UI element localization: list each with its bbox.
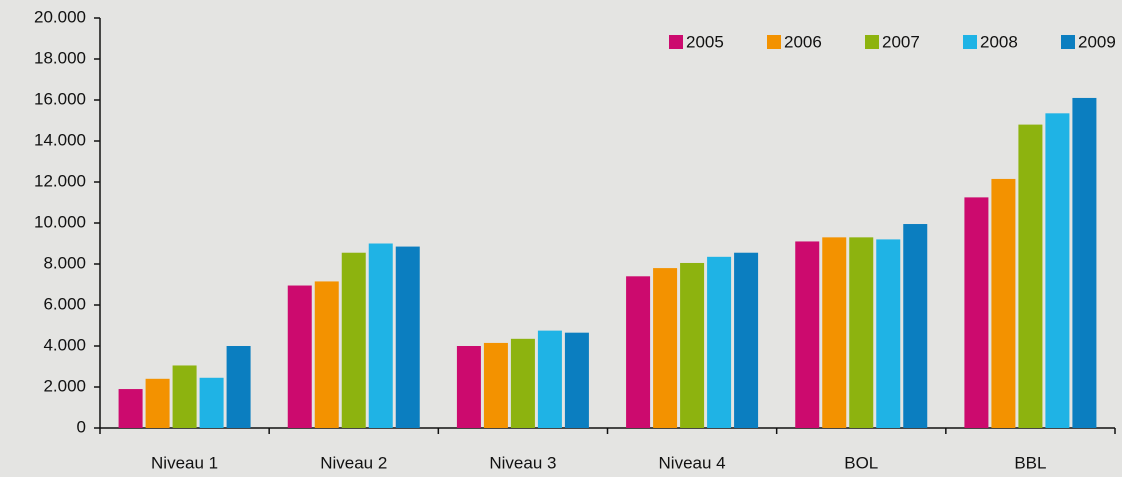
bar (1072, 97, 1097, 428)
legend-swatch (963, 35, 977, 49)
bar (145, 378, 170, 428)
bar (822, 237, 847, 428)
bar (483, 342, 508, 428)
bar (1045, 113, 1070, 428)
y-tick-label: 10.000 (34, 212, 86, 231)
bar (341, 252, 366, 428)
bar (991, 178, 1016, 428)
bar (653, 268, 678, 428)
y-tick-label: 14.000 (34, 130, 86, 149)
x-tick-label: Niveau 3 (489, 453, 556, 472)
y-tick-label: 16.000 (34, 89, 86, 108)
bar (395, 246, 420, 428)
x-tick-label: Niveau 1 (151, 453, 218, 472)
bar (564, 332, 589, 428)
bar (537, 330, 562, 428)
y-tick-label: 4.000 (43, 335, 86, 354)
bar (368, 243, 393, 428)
bar (680, 262, 705, 428)
bar (795, 241, 820, 428)
bar (510, 338, 535, 428)
y-tick-label: 18.000 (34, 48, 86, 67)
y-tick-label: 12.000 (34, 171, 86, 190)
legend-swatch (669, 35, 683, 49)
bar (118, 389, 143, 428)
bar (1018, 124, 1043, 428)
bar (456, 346, 481, 428)
x-tick-label: Niveau 4 (659, 453, 726, 472)
bar (314, 281, 339, 428)
legend-label: 2008 (980, 32, 1018, 51)
y-tick-label: 2.000 (43, 376, 86, 395)
x-tick-label: Niveau 2 (320, 453, 387, 472)
legend-label: 2009 (1078, 32, 1116, 51)
y-tick-label: 8.000 (43, 253, 86, 272)
bar (707, 256, 732, 428)
bar (964, 197, 989, 428)
bar (849, 237, 874, 428)
bar (287, 285, 312, 428)
legend-label: 2006 (784, 32, 822, 51)
y-tick-label: 6.000 (43, 294, 86, 313)
legend-label: 2005 (686, 32, 724, 51)
legend-swatch (1061, 35, 1075, 49)
x-tick-label: BOL (844, 453, 878, 472)
legend-swatch (767, 35, 781, 49)
x-tick-label: BBL (1014, 453, 1046, 472)
bar (626, 276, 651, 428)
bar (903, 224, 928, 428)
bar (226, 346, 251, 428)
legend-label: 2007 (882, 32, 920, 51)
bar (199, 377, 224, 428)
bar (172, 365, 197, 428)
y-tick-label: 20.000 (34, 7, 86, 26)
y-tick-label: 0 (77, 417, 86, 436)
bar (734, 252, 759, 428)
legend-swatch (865, 35, 879, 49)
bar (876, 239, 901, 428)
